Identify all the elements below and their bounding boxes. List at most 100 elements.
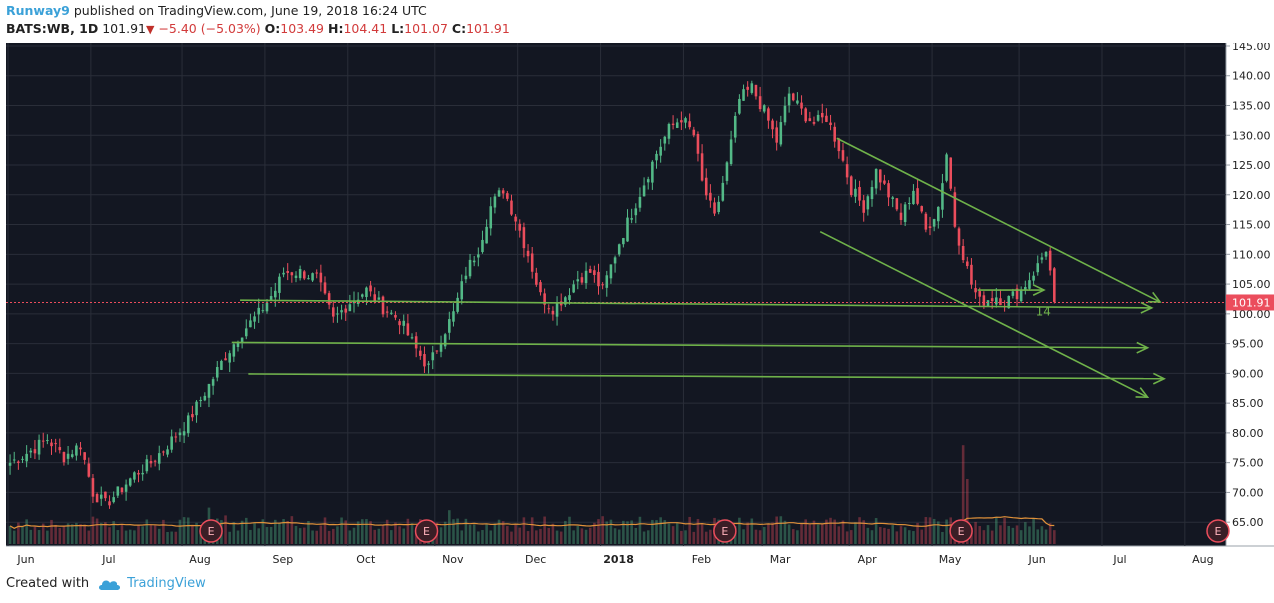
volume-bar — [907, 530, 911, 544]
candle-body — [1015, 288, 1019, 300]
volume-bar — [692, 531, 696, 544]
volume-bar — [978, 526, 982, 544]
volume-bar — [1053, 530, 1056, 544]
candle-body — [290, 272, 294, 276]
volume-bar — [87, 530, 91, 544]
candle-body — [866, 196, 870, 210]
triangle-down-icon: ▼ — [145, 23, 155, 36]
candle-body — [195, 401, 198, 416]
volume-bar — [854, 522, 857, 544]
candle-body — [688, 121, 691, 128]
candle-body — [1032, 275, 1035, 281]
volume-bar — [638, 516, 642, 544]
candle-body — [966, 261, 969, 267]
volume-bar — [410, 523, 414, 544]
volume-bar — [671, 526, 675, 544]
price-tick-label: 75.00 — [1232, 457, 1264, 470]
candle-body — [1019, 289, 1023, 302]
volume-bar — [153, 525, 157, 544]
time-tick-label: Jul — [1112, 553, 1126, 566]
candle-body — [584, 270, 588, 284]
volume-bar — [124, 530, 128, 544]
candle-body — [849, 176, 853, 196]
volume-bar — [506, 526, 509, 544]
candle-body — [841, 150, 845, 161]
volume-bar — [564, 520, 567, 544]
price-tick-label: 100.00 — [1232, 308, 1271, 321]
candle-body — [8, 462, 12, 466]
candle-body — [83, 452, 86, 460]
candle-body — [742, 89, 745, 101]
candle-body — [820, 112, 824, 118]
channel-upper-arrow — [836, 137, 1161, 303]
volume-bar — [605, 521, 609, 544]
candle-body — [709, 192, 712, 201]
volume-bar — [464, 518, 468, 544]
candle-body — [398, 321, 401, 326]
price-tick-label: 70.00 — [1232, 486, 1264, 499]
candle-body — [203, 395, 207, 401]
candle-body — [907, 202, 911, 204]
price-tick-label: 65.00 — [1232, 516, 1264, 529]
volume-bar — [1003, 517, 1006, 544]
candle-body — [311, 273, 314, 281]
volume-bar — [932, 518, 936, 544]
candle-body — [332, 307, 335, 317]
candle-body — [336, 313, 339, 315]
volume-bar — [186, 517, 190, 544]
candle-body — [568, 295, 571, 300]
candle-body — [12, 459, 16, 461]
time-tick-label: Apr — [858, 553, 878, 566]
volume-bar — [402, 528, 406, 544]
volume-bar — [601, 516, 604, 544]
volume-bar — [33, 526, 37, 544]
close-label: C: — [451, 21, 467, 36]
candle-body — [953, 192, 957, 227]
volume-bar — [995, 517, 998, 544]
volume-bar — [307, 521, 310, 544]
volume-bar — [286, 521, 289, 544]
price-chart[interactable]: 145.00 140.00 135.00 130.00 125.00 120.00 115.… — [0, 43, 1274, 570]
volume-ma-line — [9, 516, 1055, 529]
candle-body — [961, 245, 965, 261]
candle-body — [945, 154, 948, 181]
volume-bar — [539, 528, 542, 544]
volume-bar — [945, 519, 948, 544]
price-tick-label: 135.00 — [1232, 100, 1271, 113]
candle-body — [145, 459, 149, 472]
candle-body — [522, 227, 526, 249]
candle-body — [564, 297, 567, 305]
channel-lower-arrow — [819, 230, 1148, 398]
volume-bar — [568, 516, 571, 544]
candle-body — [431, 352, 435, 361]
candle-body — [717, 201, 720, 213]
candle-body — [957, 228, 961, 246]
volume-bar — [684, 530, 687, 544]
volume-bar — [456, 518, 459, 544]
candle-body — [622, 238, 625, 245]
volume-bar — [903, 527, 907, 544]
candle-body — [854, 188, 857, 197]
candle-body — [593, 270, 596, 276]
volume-bar — [961, 445, 965, 544]
tradingview-brand-link[interactable]: TradingView — [127, 576, 206, 591]
candle-body — [369, 285, 372, 292]
candle-body — [903, 204, 907, 223]
volume-bar — [477, 531, 480, 544]
volume-bar — [580, 528, 584, 544]
candle-body — [282, 272, 285, 275]
candle-body — [738, 98, 741, 114]
author-name[interactable]: Runway9 — [6, 3, 70, 18]
candle-body — [899, 212, 903, 220]
volume-bar — [269, 526, 273, 544]
volume-bar — [742, 529, 745, 544]
volume-bar — [501, 521, 505, 544]
volume-bar — [783, 520, 787, 544]
candle-body — [377, 297, 381, 300]
candle-body — [79, 447, 82, 450]
volume-bar — [659, 517, 662, 544]
candle-body — [646, 179, 650, 183]
volume-bar — [356, 521, 360, 544]
candle-body — [120, 487, 124, 493]
volume-bar — [966, 479, 969, 544]
